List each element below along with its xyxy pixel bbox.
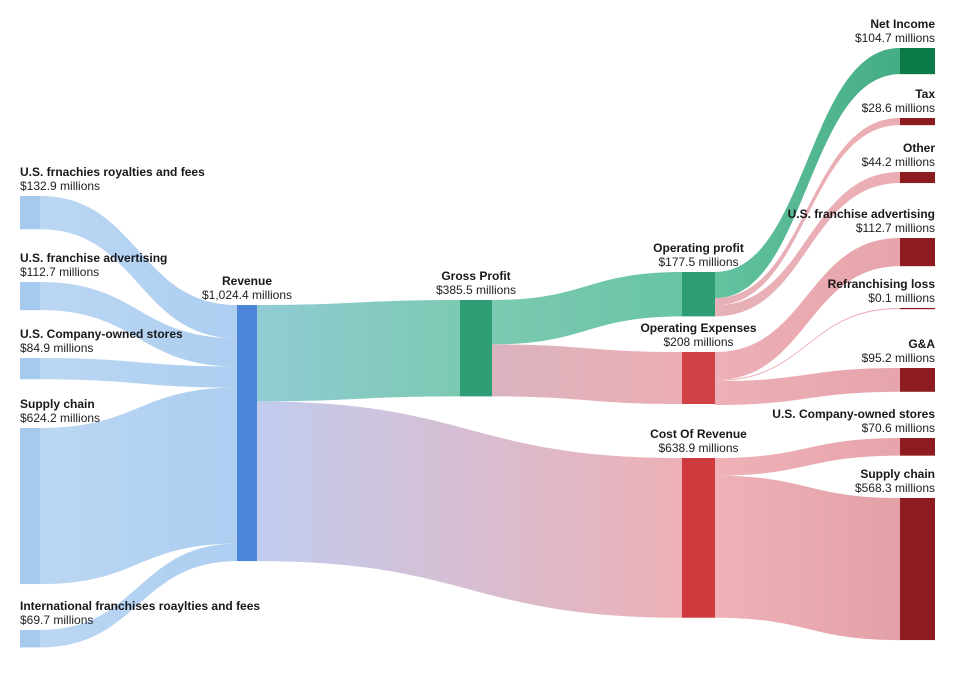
node-supply-chain-out[interactable] [900,498,935,641]
value-ga: $95.2 millions [862,351,935,365]
label-ga: G&A [908,337,935,351]
node-other[interactable] [900,172,935,184]
flow-revenue-to-cost-of-revenue[interactable] [257,401,682,618]
flow-operating-expenses-to-us-franchise-advertising-out[interactable] [715,238,900,381]
label-us-company-stores-out: U.S. Company-owned stores [772,407,935,421]
node-us-franchise-royalties[interactable] [20,196,40,230]
value-other: $44.2 millions [862,155,935,169]
flow-revenue-to-gross-profit[interactable] [257,300,460,402]
node-supply-chain[interactable] [20,428,40,585]
label-supply-chain: Supply chain [20,397,95,411]
flow-cost-of-revenue-to-us-company-stores-out[interactable] [715,438,900,476]
node-cost-of-revenue[interactable] [682,458,715,618]
label-supply-chain-out: Supply chain [860,467,935,481]
flow-us-franchise-royalties-to-revenue[interactable] [40,196,237,339]
value-operating-expenses: $208 millions [663,335,733,349]
value-us-company-stores: $84.9 millions [20,341,93,355]
node-intl-franchise-royalties[interactable] [20,630,40,648]
value-intl-franchise-royalties: $69.7 millions [20,613,93,627]
value-revenue: $1,024.4 millions [202,288,292,302]
label-refranchising-loss: Refranchising loss [828,277,936,291]
label-us-company-stores: U.S. Company-owned stores [20,327,183,341]
flow-operating-profit-to-net-income[interactable] [715,48,900,299]
value-us-company-stores-out: $70.6 millions [862,421,935,435]
flow-operating-expenses-to-refranchising-loss[interactable] [715,308,900,382]
flow-intl-franchise-royalties-to-revenue[interactable] [40,543,237,648]
node-gross-profit[interactable] [460,300,492,397]
label-other: Other [903,141,935,155]
node-refranchising-loss[interactable] [900,308,935,310]
value-supply-chain: $624.2 millions [20,411,100,425]
flow-us-company-stores-to-revenue[interactable] [40,358,237,388]
label-us-franchise-advertising-out: U.S. franchise advertising [788,207,935,221]
value-net-income: $104.7 millions [855,31,935,45]
value-us-franchise-royalties: $132.9 millions [20,179,100,193]
flow-gross-profit-to-operating-profit[interactable] [492,272,682,345]
flow-operating-profit-to-other[interactable] [715,172,900,317]
label-cost-of-revenue: Cost Of Revenue [650,427,747,441]
node-net-income[interactable] [900,48,935,75]
node-us-company-stores-out[interactable] [900,438,935,456]
node-us-company-stores[interactable] [20,358,40,380]
label-operating-profit: Operating profit [653,241,744,255]
value-gross-profit: $385.5 millions [436,283,516,297]
label-revenue: Revenue [222,274,272,288]
label-intl-franchise-royalties: International franchises roaylties and f… [20,599,260,613]
flow-operating-expenses-to-ga[interactable] [715,368,900,405]
node-revenue[interactable] [237,305,257,562]
flow-us-franchise-advertising-to-revenue[interactable] [40,282,237,367]
value-refranchising-loss: $0.1 millions [868,291,935,305]
node-us-franchise-advertising[interactable] [20,282,40,311]
label-gross-profit: Gross Profit [441,269,510,283]
value-supply-chain-out: $568.3 millions [855,481,935,495]
value-us-franchise-advertising: $112.7 millions [20,265,99,279]
value-operating-profit: $177.5 millions [658,255,738,269]
label-us-franchise-royalties: U.S. frnachies royalties and fees [20,165,205,179]
flow-gross-profit-to-operating-expenses[interactable] [492,344,682,404]
label-net-income: Net Income [870,17,935,31]
node-us-franchise-advertising-out[interactable] [900,238,935,267]
node-ga[interactable] [900,368,935,392]
value-cost-of-revenue: $638.9 millions [658,441,738,455]
node-operating-profit[interactable] [682,272,715,317]
flow-operating-profit-to-tax[interactable] [715,118,900,306]
flow-supply-chain-to-revenue[interactable] [40,387,237,585]
label-tax: Tax [915,87,935,101]
value-us-franchise-advertising-out: $112.7 millions [856,221,935,235]
node-tax[interactable] [900,118,935,126]
label-us-franchise-advertising: U.S. franchise advertising [20,251,167,265]
label-operating-expenses: Operating Expenses [640,321,756,335]
value-tax: $28.6 millions [862,101,935,115]
flow-cost-of-revenue-to-supply-chain-out[interactable] [715,475,900,641]
node-operating-expenses[interactable] [682,352,715,404]
